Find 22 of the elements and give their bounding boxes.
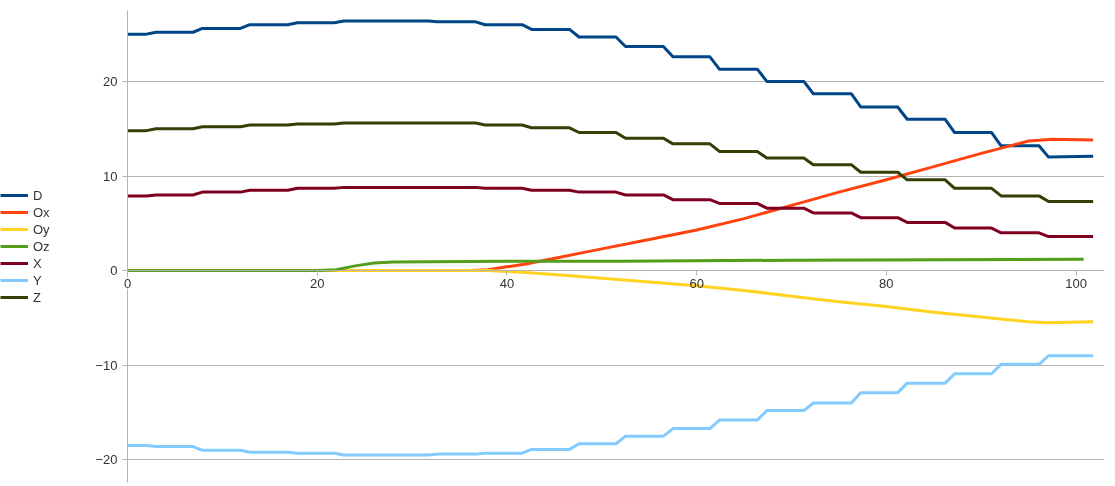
y-tick-label: 0: [110, 263, 118, 279]
y-tick-label: 10: [103, 168, 118, 184]
line-series: [127, 257, 1086, 273]
legend-label: X: [33, 255, 43, 271]
legend-label: Oy: [33, 221, 51, 237]
legend-label: Ox: [33, 204, 51, 220]
line-series: [127, 19, 1095, 159]
line-series: [127, 121, 1095, 204]
x-tick-label: 100: [1065, 275, 1087, 291]
x-tick-label: 80: [879, 275, 894, 291]
legend-label: Y: [33, 272, 43, 288]
line-series: [127, 185, 1095, 239]
y-tick-label: −10: [95, 357, 118, 373]
y-tick-label: 20: [103, 73, 118, 89]
x-tick-label: 0: [123, 275, 132, 291]
x-tick-label: 40: [499, 275, 515, 291]
y-tick-label: −20: [95, 452, 118, 468]
legend-label: Oz: [33, 238, 51, 254]
x-tick-label: 20: [309, 275, 325, 291]
line-series: [127, 354, 1095, 457]
legend-label: Z: [33, 289, 42, 305]
legend-label: D: [33, 187, 44, 203]
